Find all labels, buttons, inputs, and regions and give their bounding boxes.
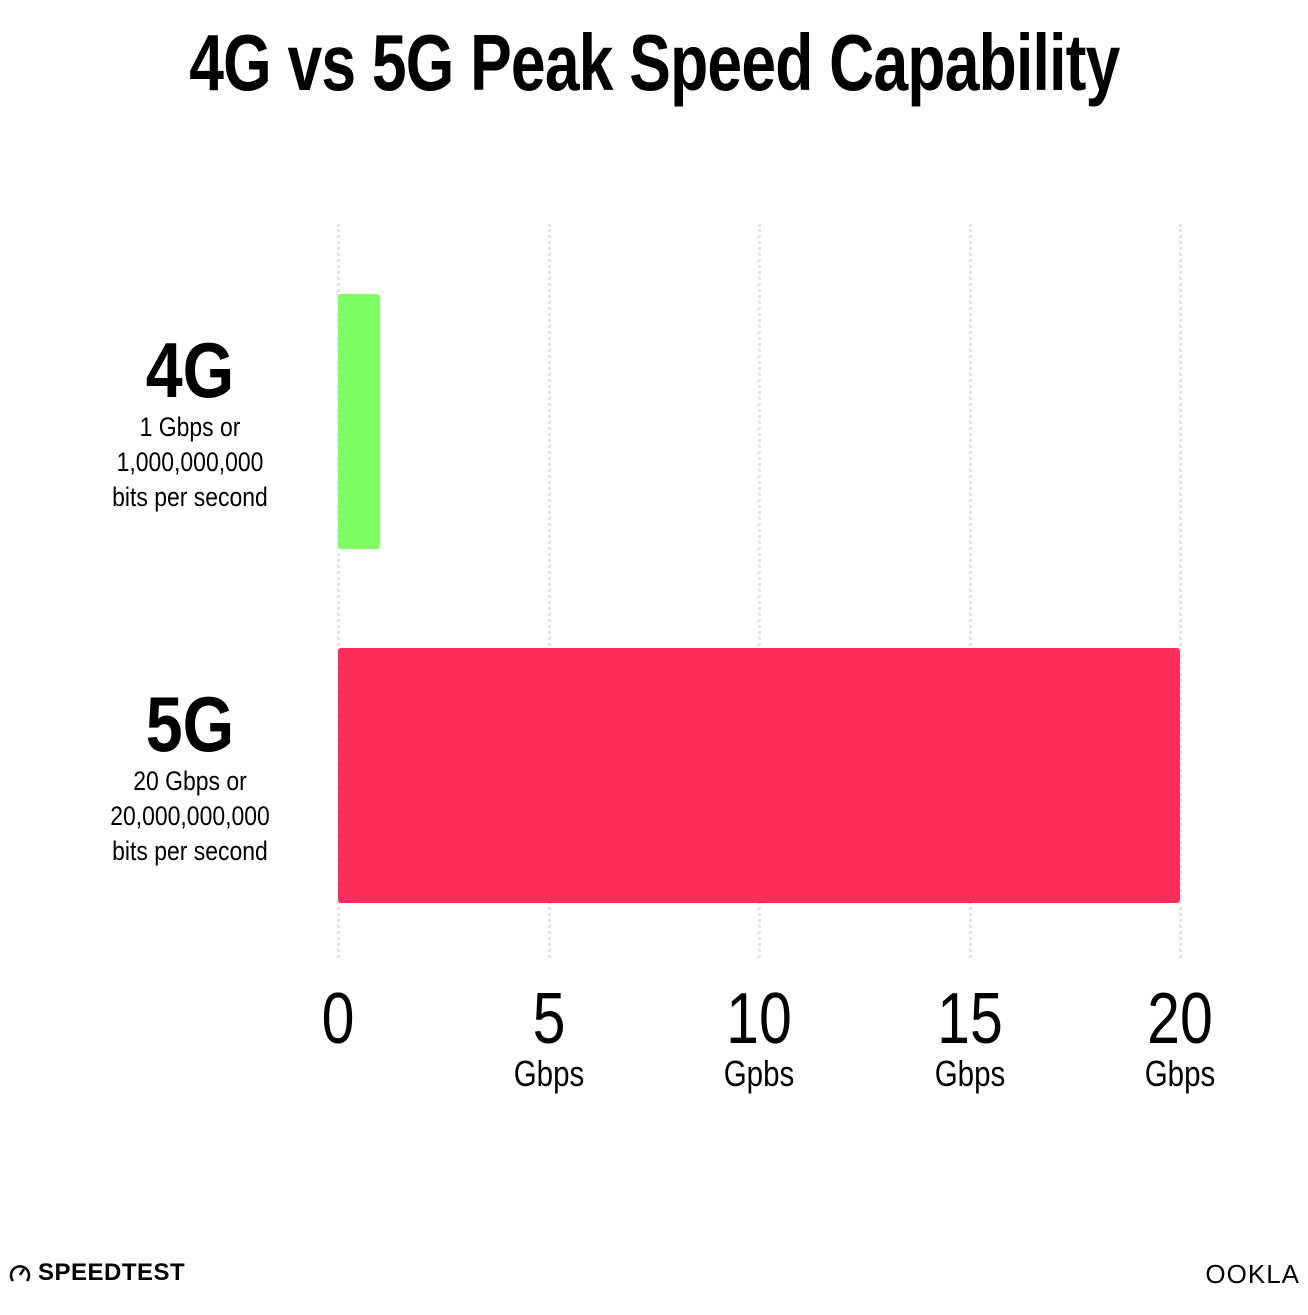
category-sublabel: bits per second [112, 836, 268, 866]
category-sublabel: 1,000,000,000 [116, 447, 264, 477]
category-label: 4G 1 Gbps or 1,000,000,000 bits per second [40, 330, 340, 515]
x-tick: 5 Gbps [449, 982, 649, 1092]
x-tick-label: 5 [532, 979, 565, 1059]
x-tick-label: 0 [321, 979, 355, 1059]
category-sublabel: 20,000,000,000 [110, 801, 270, 831]
bar-4g [338, 294, 381, 549]
x-tick: 15 Gbps [870, 982, 1070, 1092]
gridline [1179, 224, 1182, 958]
x-tick-unit: Gpbs [723, 1053, 795, 1094]
category-sublabel: 20 Gbps or [133, 766, 247, 796]
x-tick: 0 [238, 982, 438, 1056]
speedometer-icon [9, 1265, 31, 1282]
x-tick-unit: Gbps [513, 1053, 584, 1094]
x-tick: 20 Gbps [1080, 982, 1280, 1092]
chart-title: 4G vs 5G Peak Speed Capability [188, 18, 1120, 107]
x-tick-label: 15 [936, 979, 1003, 1059]
ookla-logo: OOKLA [1205, 1259, 1300, 1289]
category-label: 5G 20 Gbps or 20,000,000,000 bits per secon… [40, 684, 340, 869]
x-tick-unit: Gbps [934, 1053, 1005, 1094]
gridline [337, 224, 340, 958]
speedtest-logo: SPEEDTEST [8, 1259, 185, 1287]
category-sublabel: 1 Gbps or [139, 412, 241, 442]
x-tick-label: 20 [1147, 979, 1213, 1059]
gridline [758, 224, 761, 958]
gridline [547, 224, 551, 958]
bar-5g [338, 648, 1180, 903]
category-name: 5G [145, 680, 235, 768]
x-tick-label: 10 [726, 979, 792, 1059]
category-name: 4G [145, 326, 235, 414]
x-tick-unit: Gbps [1144, 1053, 1216, 1094]
gridline [968, 224, 972, 958]
category-sublabel: bits per second [112, 482, 268, 512]
x-tick: 10 Gpbs [659, 982, 859, 1092]
